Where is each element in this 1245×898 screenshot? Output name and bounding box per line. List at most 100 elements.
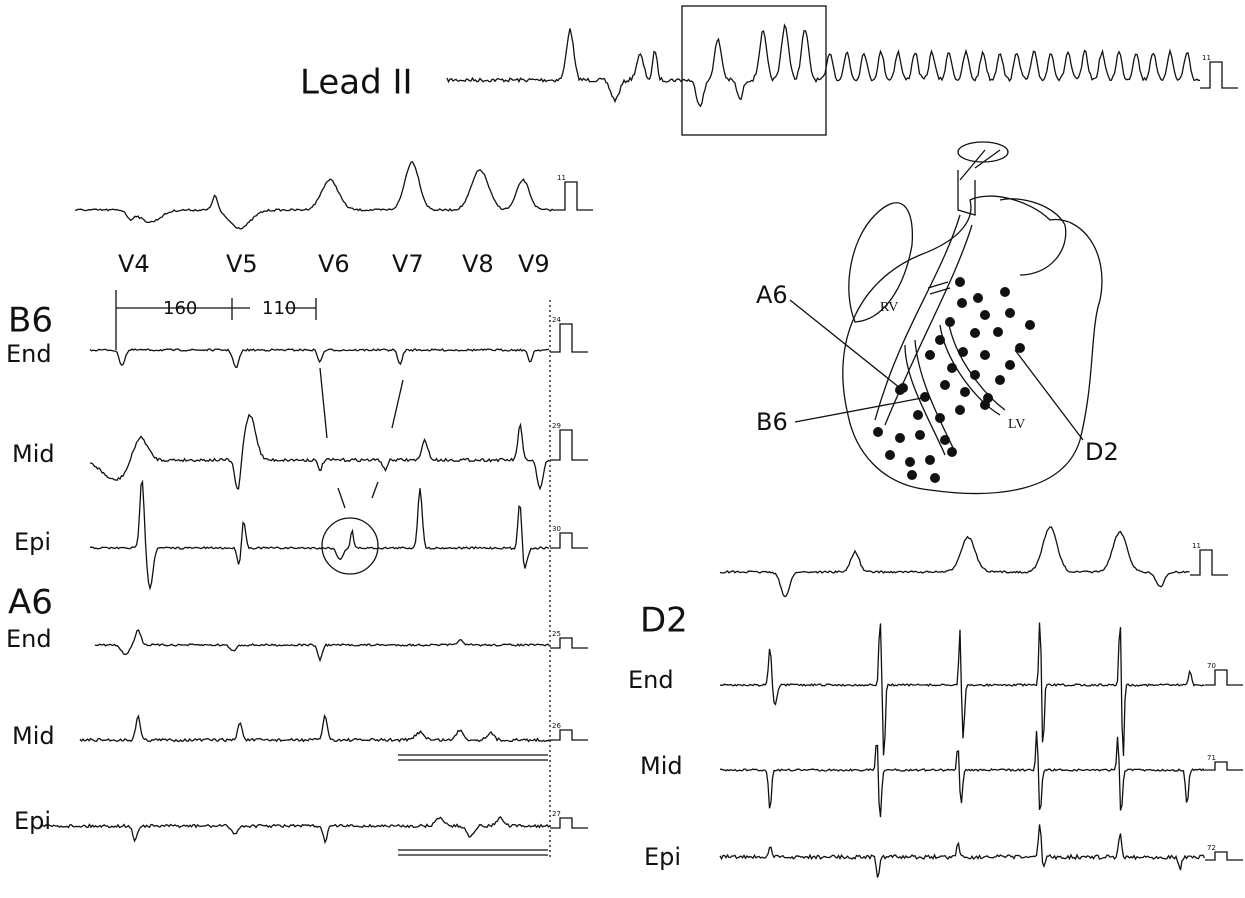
electrode [945, 317, 955, 327]
calibration-pulse [550, 430, 588, 460]
electrode [973, 293, 983, 303]
layer-label: End [6, 625, 52, 653]
electrode [1000, 287, 1010, 297]
electrode [935, 335, 945, 345]
ecg-trace [720, 731, 1205, 817]
ecg-trace [720, 824, 1205, 877]
calibration-label: 25 [552, 630, 561, 638]
electrode [940, 380, 950, 390]
calibration-pulse [1190, 550, 1228, 575]
layer-label: Epi [14, 807, 51, 835]
electrode [958, 347, 968, 357]
electrode [905, 457, 915, 467]
calibration-label: 11 [1202, 54, 1211, 62]
calibration-label: 29 [552, 422, 561, 430]
calibration-label: 71 [1207, 754, 1216, 762]
lead-name: V5 [226, 250, 258, 278]
ecg-trace [90, 482, 549, 588]
label: LV [1008, 417, 1025, 432]
label: B6 [756, 408, 788, 436]
calibration-pulse [1205, 762, 1243, 770]
electrode [930, 473, 940, 483]
electrode [1005, 360, 1015, 370]
calibration-label: 30 [552, 525, 561, 533]
ecg-trace [75, 162, 555, 229]
lead-label: Lead II [300, 63, 413, 103]
electrode [907, 470, 917, 480]
electrode [915, 430, 925, 440]
ecg-trace [40, 817, 550, 842]
electrode [980, 310, 990, 320]
electrode [1015, 343, 1025, 353]
lead-name: V9 [518, 250, 550, 278]
lead-name: V4 [118, 250, 150, 278]
layer-label: End [628, 666, 674, 694]
electrode [980, 400, 990, 410]
heart-diagram: RV LV A6 B6 D2 [756, 142, 1119, 493]
layer-label: Mid [12, 440, 55, 468]
label: RV [880, 300, 898, 315]
site-label: D2 [640, 601, 688, 641]
highlight-circle [322, 518, 378, 574]
calibration-pulse [550, 730, 588, 740]
label: A6 [756, 281, 788, 309]
calibration-label: 24 [552, 316, 561, 324]
electrode [955, 277, 965, 287]
calibration-pulse [550, 818, 588, 828]
lead-name: V8 [462, 250, 494, 278]
ecg-trace [80, 716, 550, 742]
calibration-pulse [1205, 670, 1243, 685]
calibration-label: 26 [552, 722, 561, 730]
figure: Lead II V4 V5 V6 V7 V8 V9 B6 160 110 End… [0, 0, 1245, 898]
site-label: B6 [8, 301, 53, 341]
interval: 110 [262, 298, 296, 319]
lead-name: V7 [392, 250, 424, 278]
lead-name: V6 [318, 250, 350, 278]
calibration-label: 11 [557, 174, 566, 182]
electrode [947, 447, 957, 457]
electrode [980, 350, 990, 360]
layer-label: End [6, 340, 52, 368]
electrode [947, 363, 957, 373]
electrode [970, 328, 980, 338]
layer-label: Epi [644, 843, 681, 871]
interval: 160 [163, 298, 197, 319]
electrode [955, 405, 965, 415]
electrode [913, 410, 923, 420]
calibration-pulse [550, 638, 588, 648]
electrode [1005, 308, 1015, 318]
electrode [925, 350, 935, 360]
ecg-trace [90, 349, 549, 367]
electrode [920, 392, 930, 402]
electrode [873, 427, 883, 437]
calibration-label: 72 [1207, 844, 1216, 852]
electrode [895, 385, 905, 395]
layer-label: Mid [640, 752, 683, 780]
ecg-trace [720, 527, 1190, 597]
highlight-box [682, 6, 826, 135]
calibration-label: 70 [1207, 662, 1216, 670]
calibration-pulse [555, 182, 593, 210]
ecg-trace [95, 630, 550, 660]
electrode [957, 298, 967, 308]
arrows [320, 368, 403, 508]
calibration-pulse [1200, 62, 1238, 88]
traces: 11 11 24 29 30 25 26 27 11 70 71 72 [40, 25, 1243, 877]
electrode [960, 387, 970, 397]
electrode [940, 435, 950, 445]
calibration-label: 11 [1192, 542, 1201, 550]
electrode [925, 455, 935, 465]
electrode [995, 375, 1005, 385]
ecg-trace [447, 25, 1200, 106]
label: D2 [1085, 438, 1119, 466]
calibration-pulse [550, 324, 588, 352]
double-bar [398, 755, 548, 855]
site-label: A6 [8, 583, 53, 623]
electrode [993, 327, 1003, 337]
layer-label: Epi [14, 528, 51, 556]
electrode [970, 370, 980, 380]
layer-label: Mid [12, 722, 55, 750]
electrode [895, 433, 905, 443]
calibration-label: 27 [552, 810, 561, 818]
calibration-pulse [550, 533, 588, 548]
